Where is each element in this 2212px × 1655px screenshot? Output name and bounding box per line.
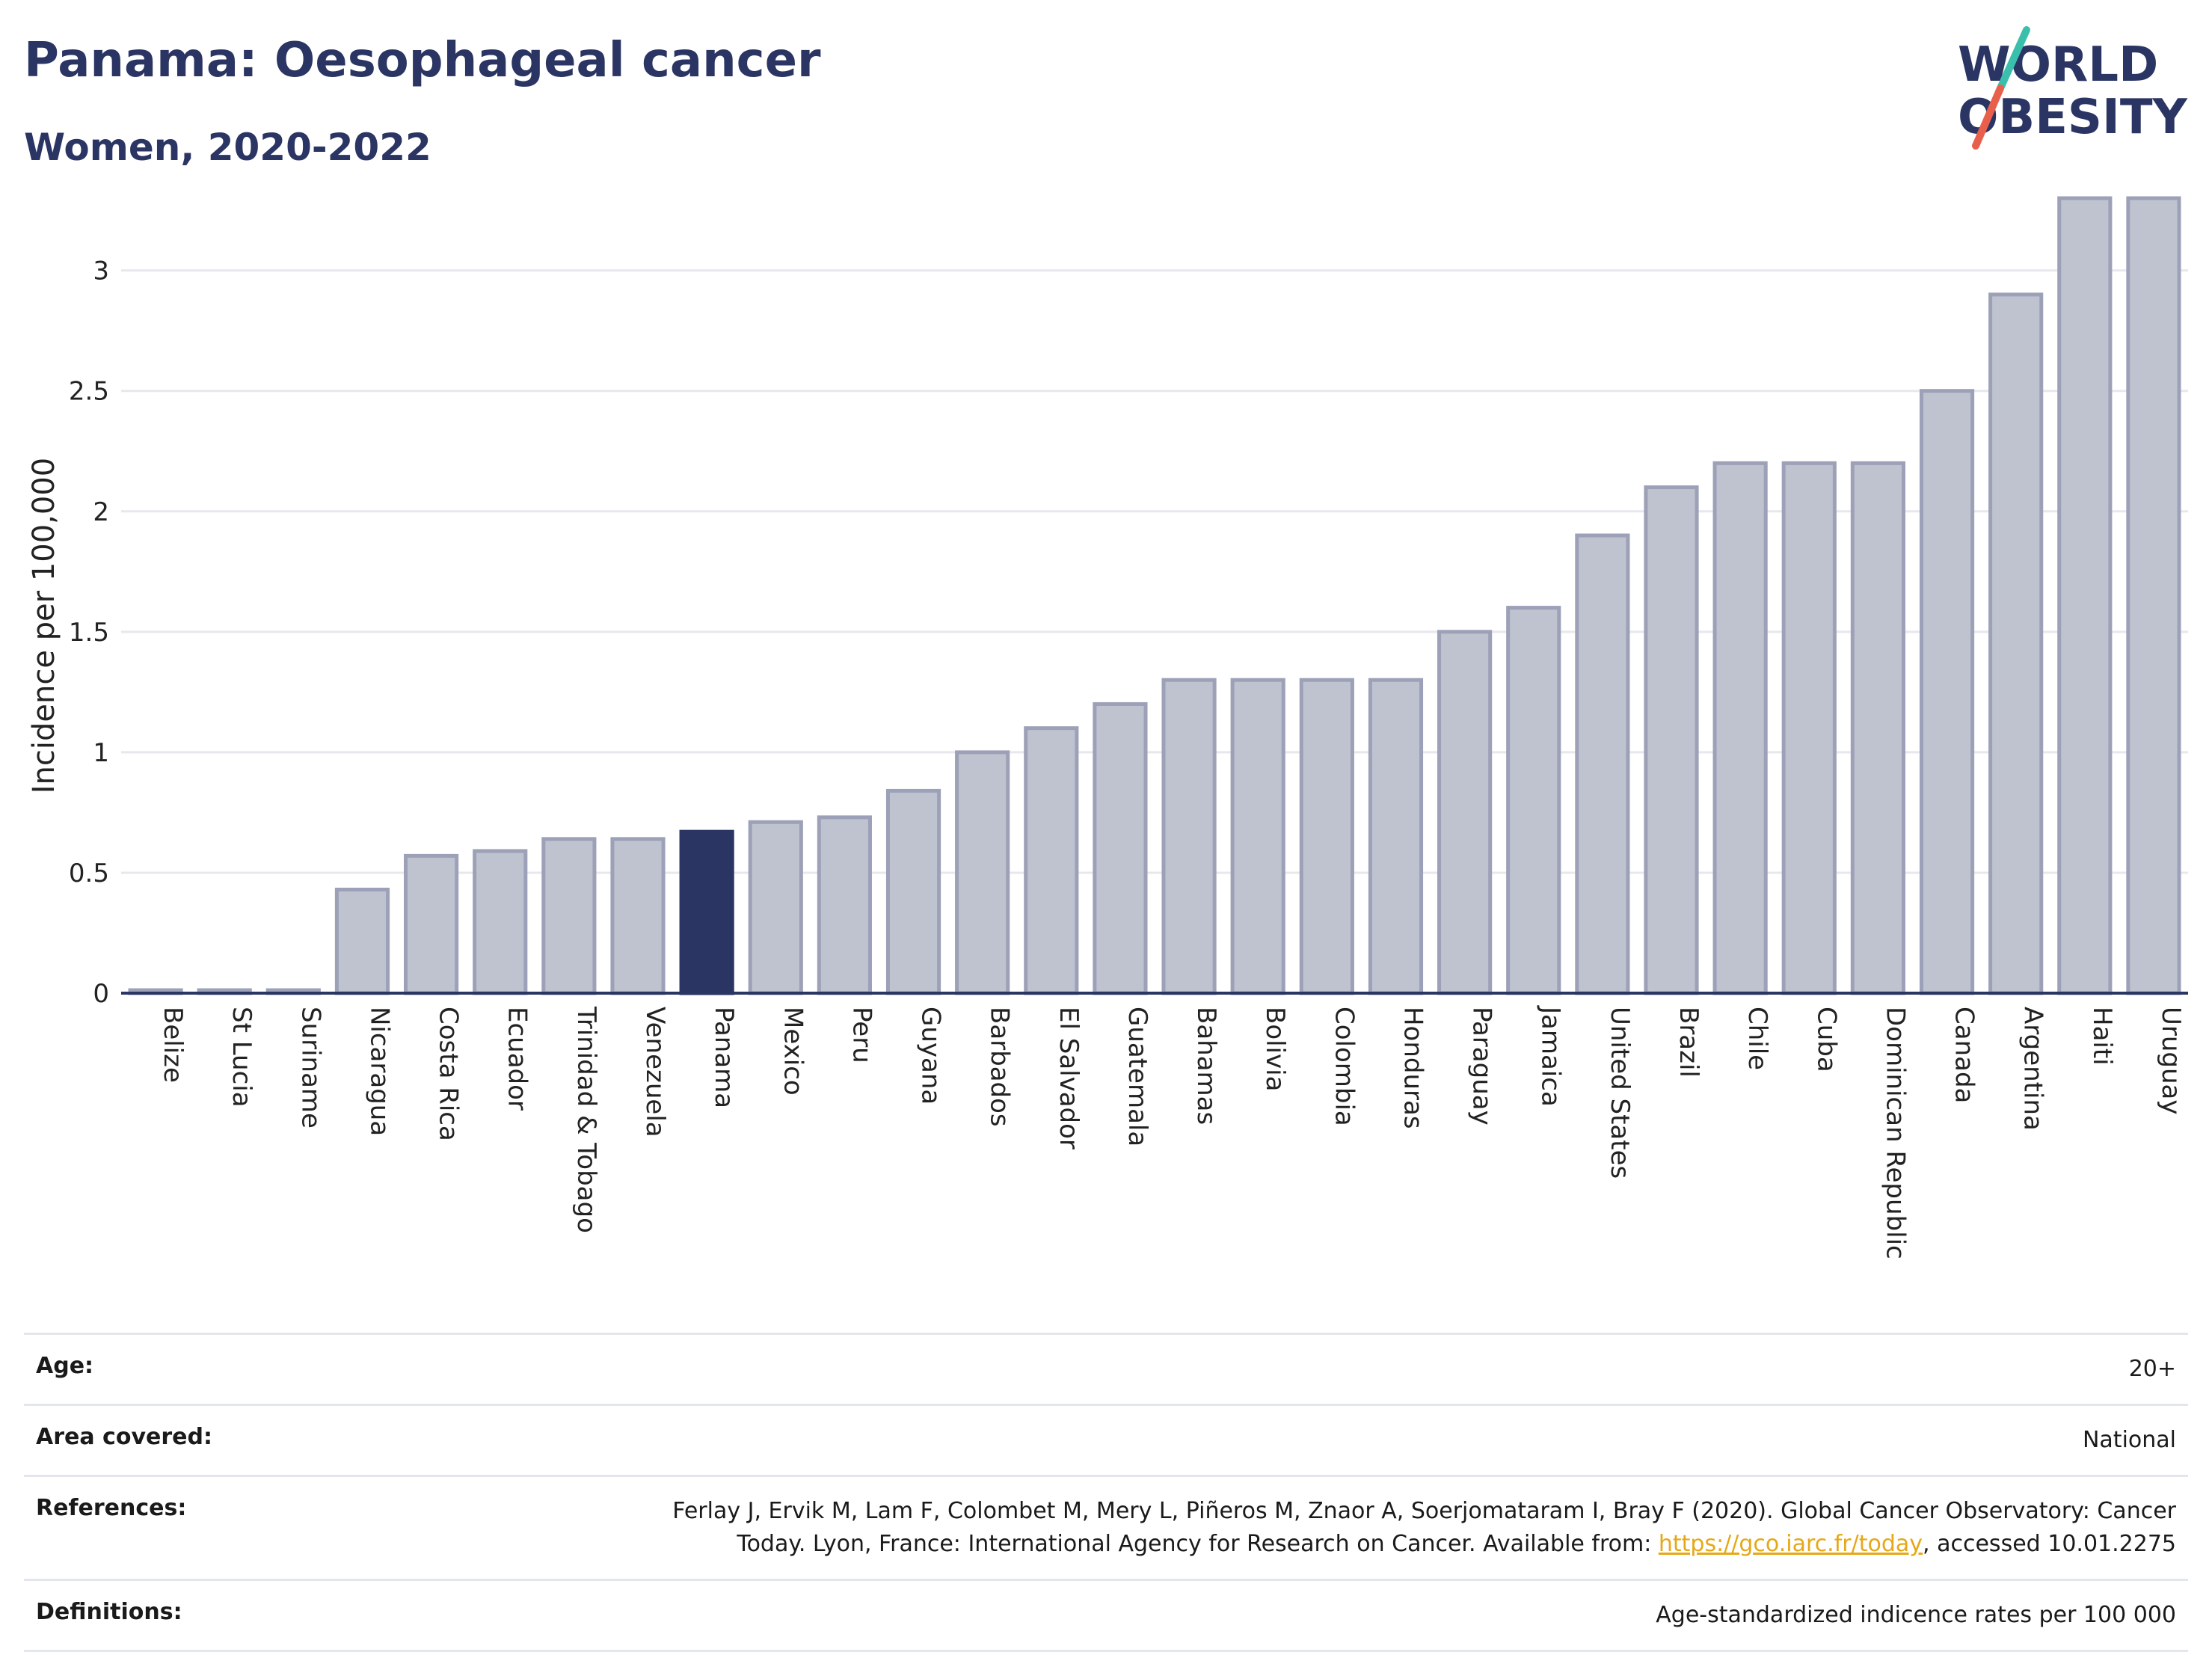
world-obesity-logo: WORLD OBESITY [1958,26,2187,150]
bar [610,837,666,995]
bar [1644,485,1699,995]
bar [885,788,941,995]
x-tick-label: Uruguay [2156,1007,2186,1115]
grid-lines [121,269,2188,874]
bar [334,887,390,995]
y-tick-label: 2.5 [69,377,109,407]
x-tick-label: Nicaragua [364,1007,394,1136]
bar [1575,533,1630,995]
x-tick-label: El Salvador [1054,1007,1084,1149]
x-tick-label: Chile [1742,1007,1772,1070]
info-table: Age: 20+ Area covered: National Referenc… [24,1333,2188,1652]
bar [2057,196,2113,995]
bar [473,849,528,995]
bar [1850,461,1905,995]
x-tick-label: Jamaica [1536,1005,1566,1107]
references-label: References: [36,1495,187,1521]
x-tick-label: Argentina [2018,1007,2048,1131]
x-tick-label: Guyana [916,1007,946,1105]
y-tick-label: 2 [93,497,109,527]
x-tick-labels: Belize St Lucia Suriname Nicaragua Costa Ric… [158,1005,2186,1259]
bar [1506,606,1561,995]
x-tick-label: Colombia [1329,1007,1359,1126]
bar [955,750,1010,995]
logo-slash-top [1997,26,2030,92]
y-tick-label: 0 [93,979,109,1009]
age-label: Age: [36,1353,94,1379]
references-line2-pre: Today. Lyon, France: International Agenc… [737,1531,1659,1557]
bar [1781,461,1837,995]
x-tick-label: Suriname [295,1007,325,1129]
y-axis-title: Incidence per 100,000 [27,458,61,794]
chart-subtitle: Women, 2020-2022 [24,126,431,169]
bar [2126,196,2181,995]
bar [1024,726,1079,995]
x-tick-label: Haiti [2087,1007,2117,1066]
bar [404,853,459,995]
x-tick-label: Ecuador [503,1007,532,1111]
bar [817,815,872,995]
references-line2-post: , accessed 10.01.2275 [1923,1531,2176,1557]
y-tick-label: 3 [93,257,109,286]
info-row-area: Area covered: National [24,1404,2188,1475]
bar [1368,678,1424,995]
x-tick-label: Peru [847,1007,876,1063]
references-value: Ferlay J, Ervik M, Lam F, Colombet M, Me… [672,1495,2176,1561]
info-row-references: References: Ferlay J, Ervik M, Lam F, Co… [24,1475,2188,1579]
area-value: National [2082,1427,2176,1453]
x-tick-label: Bahamas [1191,1007,1221,1125]
bar [1093,701,1148,995]
bar-highlighted [679,829,734,995]
bar [1988,292,2044,995]
x-tick-label: Trinidad & Tobago [571,1006,601,1233]
bar [1437,630,1493,995]
definitions-label: Definitions: [36,1599,182,1625]
references-link[interactable]: https://gco.iarc.fr/today [1658,1531,1923,1557]
x-tick-label: Mexico [778,1007,808,1096]
y-tick-label: 1 [93,738,109,768]
bar-chart: 0 0.5 1 1.5 2 2.5 3 Belize St Lucia Suriname Nica… [27,196,2188,1259]
y-tick-label: 0.5 [69,859,109,888]
y-tick-label: 1.5 [69,618,109,648]
area-label: Area covered: [36,1424,212,1450]
x-tick-label: Dominican Republic [1880,1007,1910,1259]
chart-title: Panama: Oesophageal cancer [24,33,821,88]
bar [748,820,803,995]
logo-line1: WORLD [1958,37,2158,93]
x-tick-label: Canada [1950,1007,1979,1103]
bar [1161,678,1217,995]
x-tick-label: St Lucia [227,1007,256,1108]
x-tick-label: Honduras [1398,1007,1428,1129]
bar [1919,389,1975,995]
x-tick-label: Costa Rica [434,1007,464,1141]
info-row-age: Age: 20+ [24,1333,2188,1404]
definitions-value: Age-standardized indicence rates per 100… [1656,1602,2176,1628]
bar [1299,678,1354,995]
bar [1712,461,1768,995]
bars [128,196,2181,995]
x-tick-label: Guatemala [1122,1007,1152,1146]
bar [541,837,597,995]
x-tick-label: Paraguay [1467,1007,1497,1126]
x-tick-label: Panama [709,1007,739,1108]
x-tick-label: United States [1605,1007,1635,1179]
info-row-definitions: Definitions: Age-standardized indicence … [24,1579,2188,1652]
x-tick-label: Brazil [1674,1007,1703,1078]
logo-slash-bottom [1972,85,2004,150]
x-tick-label: Barbados [985,1007,1015,1127]
age-value: 20+ [2128,1356,2176,1382]
bar [1230,678,1285,995]
x-tick-label: Belize [158,1007,188,1083]
x-tick-label: Venezuela [640,1007,670,1137]
y-tick-labels: 0 0.5 1 1.5 2 2.5 3 [69,257,109,1009]
x-tick-label: Bolivia [1260,1007,1290,1091]
x-tick-label: Cuba [1811,1007,1841,1072]
references-line1: Ferlay J, Ervik M, Lam F, Colombet M, Me… [672,1498,2176,1524]
